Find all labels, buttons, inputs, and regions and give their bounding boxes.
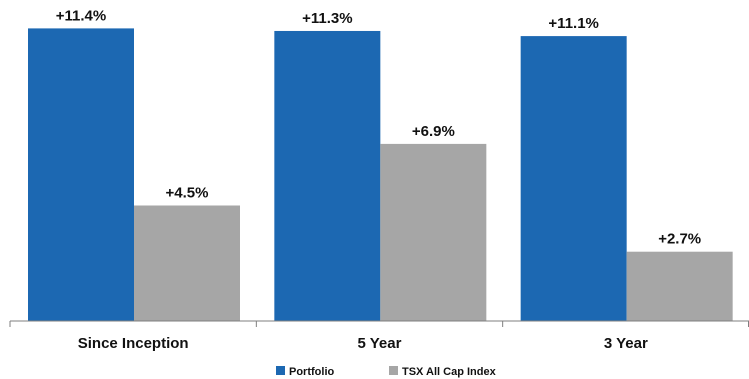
data-labels-layer: +11.4% +4.5% +11.3% +6.9% +11.1% +2.7% (56, 7, 701, 247)
bar-portfolio-1 (274, 30, 381, 321)
category-label: 5 Year (358, 335, 402, 352)
bars-layer (28, 28, 733, 322)
bar-tsx-index-1 (380, 143, 487, 321)
legend: Portfolio TSX All Cap Index (276, 366, 497, 378)
category-labels-layer: Since Inception 5 Year 3 Year (78, 335, 648, 352)
legend-label-1: TSX All Cap Index (402, 366, 497, 378)
data-label: +2.7% (658, 231, 701, 248)
category-label: 3 Year (604, 335, 648, 352)
x-axis-ticks (9, 321, 749, 327)
legend-swatch-1 (389, 366, 398, 375)
bar-portfolio-0 (28, 28, 134, 322)
legend-swatch-0 (276, 366, 285, 375)
bar-portfolio-2 (520, 36, 627, 321)
category-label: Since Inception (78, 335, 189, 352)
legend-label-0: Portfolio (289, 366, 334, 378)
data-label: +4.5% (166, 185, 209, 202)
data-label: +11.4% (56, 7, 106, 24)
data-label: +6.9% (412, 123, 455, 140)
bar-tsx-index-0 (134, 205, 240, 321)
data-label: +11.1% (548, 15, 598, 32)
bar-tsx-index-2 (626, 251, 733, 321)
data-label: +11.3% (302, 10, 352, 27)
